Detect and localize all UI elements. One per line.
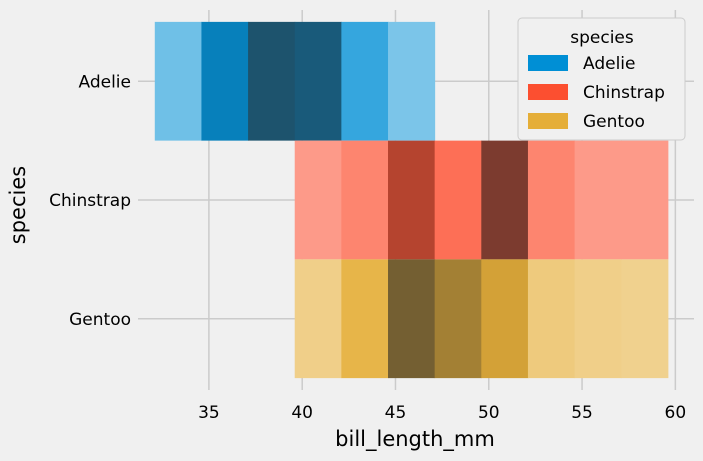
- legend-frame: [517, 17, 686, 141]
- heatmap-cell: [294, 259, 342, 379]
- x-tick-label: 35: [198, 403, 220, 423]
- x-tick-label: 40: [291, 403, 313, 423]
- heatmap-cell: [527, 140, 576, 260]
- heatmap-cell: [574, 259, 622, 379]
- heatmap-cell: [388, 21, 436, 141]
- heatmap-cell: [341, 21, 389, 141]
- legend-swatch: [528, 55, 568, 71]
- heatmap-cell: [434, 259, 482, 379]
- y-axis-label: species: [6, 166, 30, 244]
- heatmap-cell: [341, 140, 389, 260]
- x-axis-label: bill_length_mm: [335, 427, 495, 452]
- x-tick-label: 45: [385, 403, 407, 423]
- legend-entries: Adelie Chinstrap Gentoo: [528, 54, 665, 132]
- legend-label: Gentoo: [583, 112, 645, 132]
- y-tick-label: Gentoo: [69, 310, 131, 330]
- heatmap-cell: [154, 21, 202, 141]
- heatmap-cell: [434, 140, 482, 260]
- heatmap-cell: [388, 259, 436, 379]
- heatmap-cell: [481, 140, 529, 260]
- x-tick-label: 60: [665, 403, 687, 423]
- heatmap-cell: [621, 259, 669, 379]
- legend-label: Adelie: [583, 54, 636, 74]
- heatmap-cell: [294, 140, 342, 260]
- heatmap-cell: [621, 140, 669, 260]
- y-tick-label: Chinstrap: [49, 191, 131, 211]
- heatmap-cell: [201, 21, 249, 141]
- legend-swatch: [528, 113, 568, 129]
- legend: species Adelie Chinstrap Gentoo: [517, 17, 686, 141]
- legend-swatch: [528, 84, 568, 100]
- heatmap-cell: [481, 259, 529, 379]
- heatmap-cell: [388, 140, 436, 260]
- heatmap-cell: [248, 21, 296, 141]
- x-tick-label: 55: [571, 403, 593, 423]
- x-tick-label: 50: [478, 403, 500, 423]
- heatmap-cell: [341, 259, 389, 379]
- y-tick-labels: Adelie Chinstrap Gentoo: [49, 72, 131, 330]
- y-tick-label: Adelie: [79, 72, 132, 92]
- legend-title: species: [570, 28, 634, 48]
- legend-label: Chinstrap: [583, 83, 665, 103]
- heatmap-cell: [527, 259, 576, 379]
- x-tick-labels: 35 40 45 50 55 60: [198, 403, 686, 423]
- heatmap-cell: [294, 21, 342, 141]
- heatmap-cell: [574, 140, 622, 260]
- heatmap-cells: [154, 21, 669, 379]
